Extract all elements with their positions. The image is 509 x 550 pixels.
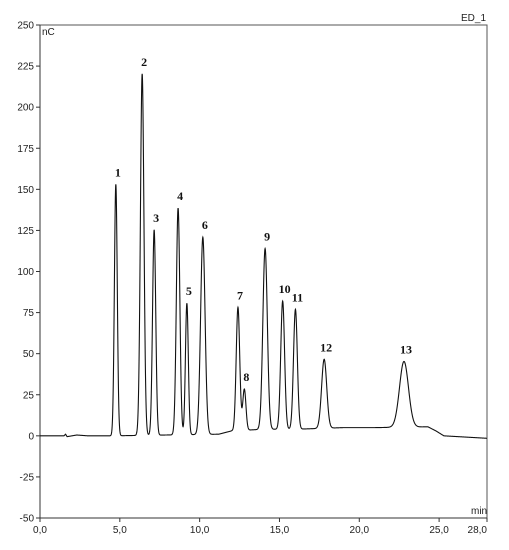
y-tick-label: 50	[23, 349, 35, 360]
y-tick-label: 0	[28, 431, 34, 442]
channel-label: ED_1	[461, 13, 486, 24]
x-ticks: 0,0 5,0 10,0 15,0 20,0 25,0 28,0	[33, 518, 488, 536]
peak-label-6: 6	[202, 218, 208, 232]
peak-label-1: 1	[115, 165, 121, 179]
y-tick-label: 25	[23, 390, 35, 401]
peak-label-2: 2	[141, 55, 147, 69]
y-ticks: -50 -25 0 25 50 75 100 125 150 175 200 225 250	[17, 21, 40, 525]
peak-label-9: 9	[264, 229, 270, 243]
peak-label-11: 11	[292, 290, 303, 304]
y-tick-label: -50	[20, 514, 35, 525]
x-tick-label: 0,0	[33, 525, 47, 536]
peak-label-8: 8	[243, 370, 249, 384]
peak-label-12: 12	[320, 340, 332, 354]
y-tick-label: 125	[17, 226, 34, 237]
peak-label-7: 7	[237, 288, 243, 302]
x-tick-label: 10,0	[190, 525, 210, 536]
y-tick-label: 175	[17, 144, 34, 155]
x-unit-label: min	[471, 506, 487, 517]
peak-label-13: 13	[400, 342, 412, 356]
x-tick-label: 5,0	[113, 525, 127, 536]
y-tick-label: 150	[17, 185, 34, 196]
y-unit-label: nC	[42, 27, 55, 38]
y-tick-label: 200	[17, 103, 34, 114]
y-tick-label: 250	[17, 21, 34, 32]
peak-label-3: 3	[153, 211, 159, 225]
peak-label-10: 10	[279, 282, 291, 296]
y-tick-label: 100	[17, 267, 34, 278]
x-tick-label: 28,0	[468, 525, 488, 536]
x-tick-label: 20,0	[350, 525, 370, 536]
peak-label-5: 5	[186, 284, 192, 298]
y-tick-label: 225	[17, 62, 34, 73]
x-tick-label: 15,0	[270, 525, 290, 536]
chromatogram-trace	[40, 73, 488, 439]
y-tick-label: 75	[23, 308, 35, 319]
y-tick-label: -25	[20, 472, 35, 483]
peak-label-4: 4	[177, 189, 183, 203]
x-tick-label: 25,0	[429, 525, 449, 536]
